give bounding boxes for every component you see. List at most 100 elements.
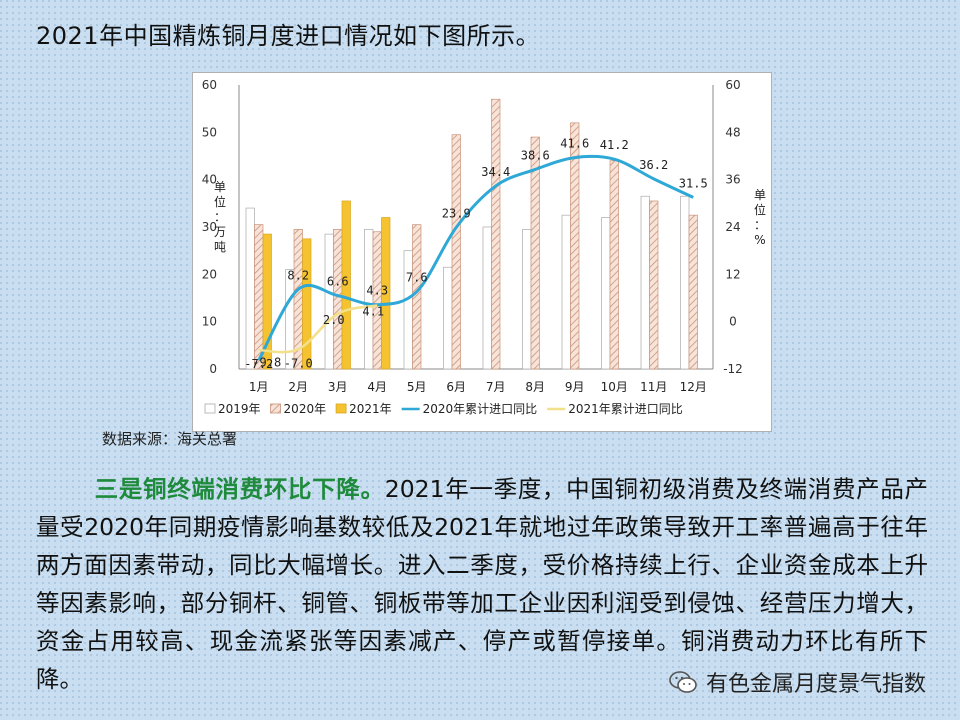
data-label: 36.2 [639, 158, 668, 172]
x-tick-label: 3月 [328, 380, 348, 394]
bar [324, 233, 334, 370]
bar [649, 200, 659, 370]
legend-label: 2019年 [218, 402, 261, 416]
y-tick-label: 50 [202, 125, 217, 139]
axis-title-char: 单 [754, 188, 766, 202]
legend-label: 2020年累计进口同比 [423, 402, 538, 416]
x-tick-label: 10月 [601, 380, 628, 394]
bar [561, 214, 571, 370]
legend-swatch [335, 403, 347, 414]
legend-label: 2020年 [284, 402, 327, 416]
paragraph-body: 2021年一季度，中国铜初级消费及终端消费产品产量受2020年同期疫情影响基数较… [36, 475, 929, 693]
data-label: 6.6 [327, 275, 349, 289]
bar [254, 224, 264, 370]
paragraph-lead: 三是铜终端消费环比下降。 [94, 475, 385, 503]
data-label: 38.6 [521, 148, 550, 162]
x-tick-label: 1月 [249, 380, 269, 394]
axis-title-char: ： [214, 210, 226, 224]
bar [530, 136, 540, 370]
y-tick-label: 60 [202, 78, 217, 92]
bar [341, 200, 351, 370]
data-label: 31.5 [679, 176, 708, 190]
y-tick-label: 0 [209, 362, 217, 376]
bar [302, 238, 312, 370]
bar [522, 229, 532, 370]
data-label: 4.1 [362, 304, 384, 318]
x-tick-label: 2月 [288, 380, 308, 394]
legend-swatch [204, 403, 216, 414]
data-label: 7.6 [406, 271, 428, 285]
data-label: 23.9 [442, 206, 471, 220]
bar [601, 217, 611, 370]
data-label: 4.3 [366, 284, 388, 298]
x-tick-label: 4月 [367, 380, 387, 394]
y-tick-label: 10 [202, 315, 217, 329]
bar [443, 266, 453, 370]
x-tick-label: 9月 [565, 380, 585, 394]
y-tick-label: 30 [202, 220, 217, 234]
bar [640, 195, 650, 370]
data-label: 34.4 [481, 165, 510, 179]
y2-tick-label: 24 [725, 220, 740, 234]
legend-label: 2021年累计进口同比 [568, 402, 683, 416]
bar [412, 224, 422, 370]
data-label: 41.6 [560, 137, 589, 151]
y2-axis-title: 单位：% [754, 188, 766, 247]
bar [451, 134, 461, 370]
intro-text: 2021年中国精炼铜月度进口情况如下图所示。 [36, 22, 541, 50]
series-line [258, 304, 378, 354]
axis-title-char: 万 [214, 225, 226, 239]
y2-tick-label: 48 [725, 125, 740, 139]
bar [381, 217, 391, 370]
x-tick-label: 6月 [446, 380, 466, 394]
footer-brand: 有色金属月度景气指数 [668, 666, 926, 698]
bar [245, 207, 255, 370]
axis-title-char: 吨 [214, 240, 226, 254]
bar [482, 226, 492, 370]
bar [403, 250, 413, 370]
bar [688, 214, 698, 370]
y-tick-label: 20 [202, 267, 217, 281]
data-label: -9.8 [252, 355, 281, 369]
data-label: -7.0 [284, 356, 313, 370]
data-label: 2.0 [323, 313, 345, 327]
data-source: 数据来源：海关总署 [102, 430, 238, 448]
chart-card: 0 10 20 30 40 50 60 -12 0 12 24 36 48 60 单位：万吨单位：% 1月 2月… [192, 72, 772, 432]
y-axis-title: 单位：万吨 [214, 180, 226, 254]
bar [364, 229, 374, 370]
data-label: 41.2 [600, 138, 629, 152]
bar [285, 269, 295, 370]
axis-title-char: ： [754, 218, 766, 232]
y2-tick-label: 12 [725, 267, 740, 281]
axis-title-char: 单 [214, 180, 226, 194]
footer-brand-text: 有色金属月度景气指数 [705, 672, 926, 697]
y2-tick-label: 60 [725, 78, 740, 92]
legend-swatch [270, 403, 281, 414]
bar [372, 231, 382, 370]
x-tick-label: 8月 [525, 380, 545, 394]
axis-title-char: 位 [754, 202, 766, 217]
bar [680, 195, 690, 370]
body-paragraph: 三是铜终端消费环比下降。2021年一季度，中国铜初级消费及终端消费产品产量受20… [36, 470, 928, 698]
legend-label: 2021年 [349, 402, 392, 416]
bar [333, 229, 343, 370]
x-tick-label: 12月 [680, 380, 707, 394]
y2-tick-label: -12 [723, 362, 743, 376]
x-tick-label: 11月 [640, 380, 667, 394]
y2-tick-label: 36 [725, 173, 740, 187]
axis-title-char: % [754, 233, 765, 247]
wechat-icon [669, 671, 697, 693]
data-label: 8.2 [287, 268, 309, 282]
data-label: -7.2 [244, 357, 273, 371]
bar [570, 122, 580, 370]
x-tick-label: 7月 [486, 380, 506, 394]
x-tick-label: 5月 [407, 380, 427, 394]
bar [262, 233, 272, 370]
y-tick-label: 40 [202, 173, 217, 187]
y2-tick-label: 0 [729, 315, 737, 329]
axis-title-char: 位 [214, 194, 226, 209]
bar [609, 160, 619, 370]
series-line [257, 154, 694, 362]
bar [491, 98, 501, 370]
